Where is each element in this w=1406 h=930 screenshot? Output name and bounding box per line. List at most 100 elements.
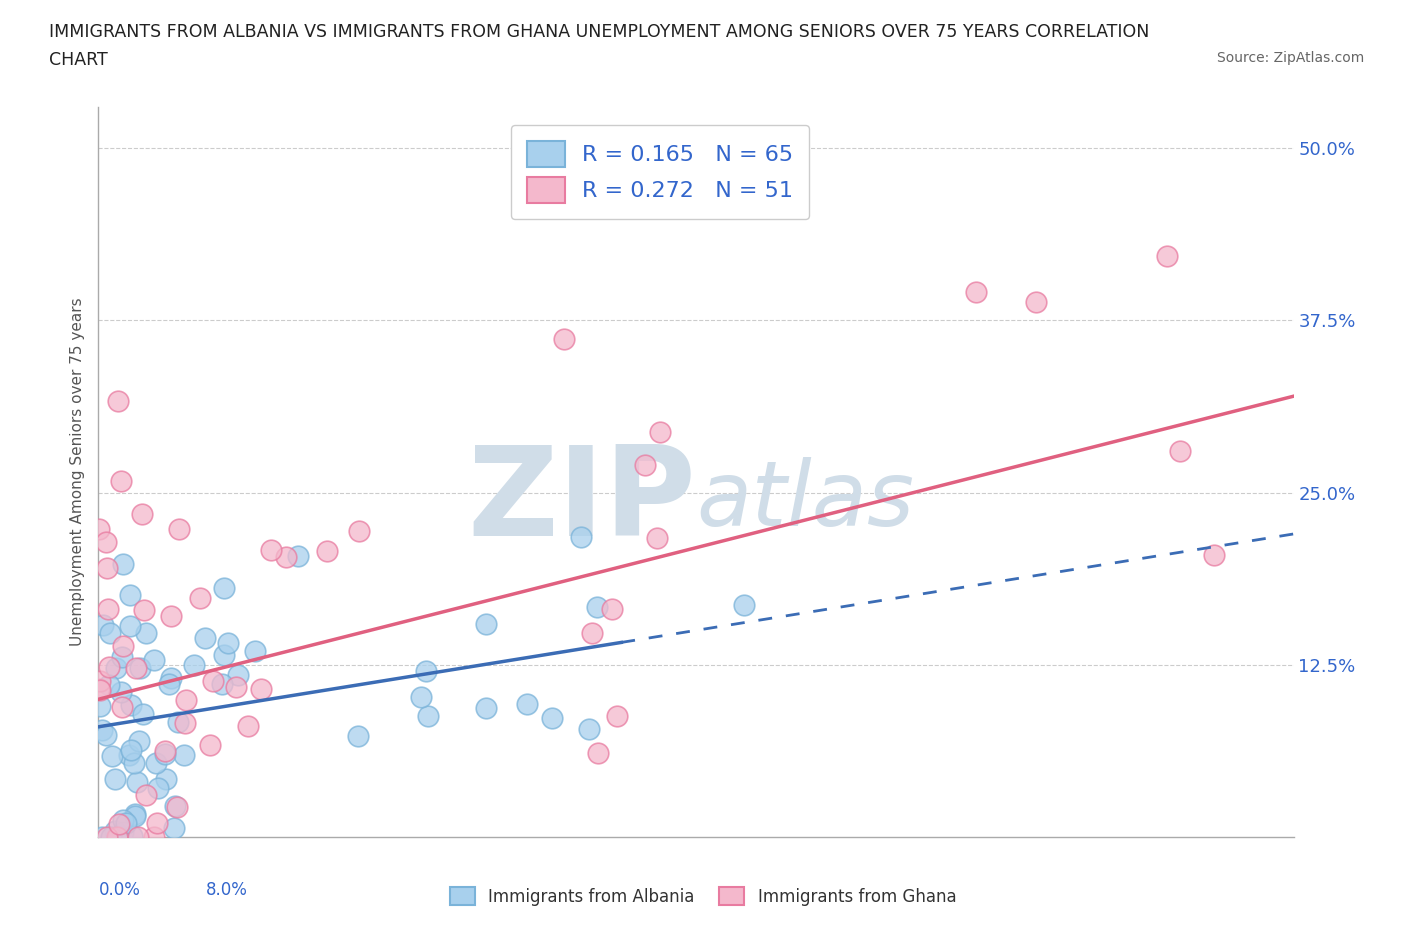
Point <box>105 830 128 844</box>
Point <box>127 830 149 844</box>
Point <box>107 830 129 844</box>
Legend: Immigrants from Albania, Immigrants from Ghana: Immigrants from Albania, Immigrants from… <box>443 881 963 912</box>
Point <box>474 701 496 716</box>
Point <box>346 728 368 743</box>
Point <box>121 829 143 844</box>
Point <box>125 661 148 676</box>
Point <box>166 799 188 814</box>
Point <box>160 608 183 623</box>
Legend: R = 0.165   N = 65, R = 0.272   N = 51: R = 0.165 N = 65, R = 0.272 N = 51 <box>510 125 810 219</box>
Text: 8.0%: 8.0% <box>205 881 247 898</box>
Point <box>416 709 439 724</box>
Point <box>115 816 138 830</box>
Point <box>174 692 197 707</box>
Point <box>104 772 127 787</box>
Point <box>163 820 186 835</box>
Point <box>225 680 247 695</box>
Point <box>135 626 157 641</box>
Point <box>188 591 211 605</box>
Point <box>581 625 603 640</box>
Point <box>569 529 592 544</box>
Point <box>96 830 118 844</box>
Text: atlas: atlas <box>696 458 914 545</box>
Point <box>101 748 124 763</box>
Point <box>111 650 134 665</box>
Point <box>108 817 131 831</box>
Point <box>124 807 146 822</box>
Point <box>89 683 111 698</box>
Point <box>104 824 127 839</box>
Point <box>409 689 432 704</box>
Point <box>131 507 153 522</box>
Point <box>553 332 575 347</box>
Point <box>260 542 283 557</box>
Point <box>315 544 337 559</box>
Point <box>127 774 149 789</box>
Point <box>194 631 217 645</box>
Point <box>516 697 538 711</box>
Point <box>122 756 145 771</box>
Point <box>173 715 195 730</box>
Point <box>117 747 139 762</box>
Point <box>89 698 111 713</box>
Point <box>276 550 298 565</box>
Point <box>118 588 141 603</box>
Point <box>606 708 628 723</box>
Point <box>128 734 150 749</box>
Point <box>1156 248 1178 263</box>
Point <box>111 699 134 714</box>
Point <box>124 809 146 824</box>
Point <box>97 678 120 693</box>
Point <box>157 676 180 691</box>
Point <box>153 747 176 762</box>
Point <box>217 636 239 651</box>
Point <box>91 618 114 632</box>
Point <box>100 626 122 641</box>
Point <box>89 673 111 688</box>
Point <box>173 748 195 763</box>
Point <box>110 684 132 699</box>
Point <box>110 473 132 488</box>
Text: ZIP: ZIP <box>467 441 696 562</box>
Point <box>146 780 169 795</box>
Point <box>212 580 235 595</box>
Point <box>647 531 669 546</box>
Point <box>475 617 498 631</box>
Text: CHART: CHART <box>49 51 108 69</box>
Point <box>132 707 155 722</box>
Point <box>600 602 623 617</box>
Point <box>648 425 671 440</box>
Point <box>94 728 117 743</box>
Point <box>111 557 134 572</box>
Point <box>183 658 205 672</box>
Point <box>415 664 437 679</box>
Point <box>96 560 118 575</box>
Point <box>578 722 600 737</box>
Point <box>1202 547 1225 562</box>
Point <box>120 743 142 758</box>
Point <box>120 698 142 712</box>
Point <box>105 660 128 675</box>
Point <box>118 618 141 633</box>
Point <box>91 830 114 844</box>
Point <box>588 745 610 760</box>
Point <box>347 524 370 538</box>
Point <box>97 659 120 674</box>
Point <box>211 677 233 692</box>
Point <box>155 772 177 787</box>
Point <box>586 599 609 614</box>
Point <box>107 393 129 408</box>
Point <box>132 602 155 617</box>
Point <box>287 549 309 564</box>
Point <box>166 715 188 730</box>
Point <box>100 830 122 844</box>
Point <box>129 660 152 675</box>
Point <box>238 719 260 734</box>
Y-axis label: Unemployment Among Seniors over 75 years: Unemployment Among Seniors over 75 years <box>69 298 84 646</box>
Point <box>135 788 157 803</box>
Text: Source: ZipAtlas.com: Source: ZipAtlas.com <box>1216 51 1364 65</box>
Point <box>198 737 221 752</box>
Point <box>87 522 110 537</box>
Point <box>245 644 267 658</box>
Point <box>634 458 657 472</box>
